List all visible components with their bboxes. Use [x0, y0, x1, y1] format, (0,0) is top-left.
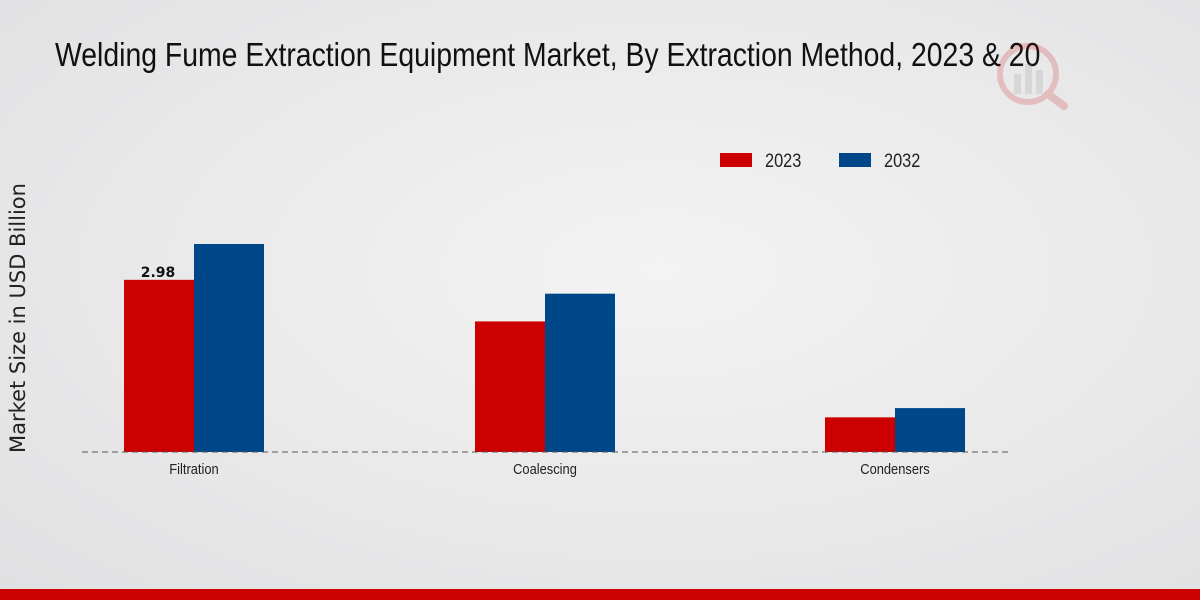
bottom-accent-bar	[0, 589, 1200, 600]
legend-swatch-2023	[720, 153, 752, 167]
x-tick-label-filtration: Filtration	[169, 460, 218, 477]
legend-label-2023: 2023	[765, 150, 801, 171]
bar-coalescing-2023	[475, 321, 545, 452]
bar-filtration-2023	[124, 279, 194, 452]
bar-coalescing-2032	[545, 293, 615, 452]
bar-condensers-2032	[895, 408, 965, 452]
data-labels: 2.98	[141, 265, 176, 281]
legend-swatch-2032	[839, 153, 871, 167]
x-tick-labels: Filtration Coalescing Condensers	[169, 460, 929, 477]
brand-logo-icon	[997, 43, 1068, 110]
x-tick-label-condensers: Condensers	[860, 460, 929, 477]
chart-title: Welding Fume Extraction Equipment Market…	[55, 36, 1040, 73]
data-label-filtration-2023: 2.98	[141, 265, 176, 281]
bar-condensers-2023	[825, 417, 895, 452]
legend: 2023 2032	[720, 150, 920, 171]
bar-filtration-2032	[194, 244, 264, 452]
title-area: Welding Fume Extraction Equipment Market…	[0, 0, 1200, 100]
x-tick-label-coalescing: Coalescing	[513, 460, 577, 477]
bars	[124, 244, 965, 452]
legend-label-2032: 2032	[884, 150, 920, 171]
